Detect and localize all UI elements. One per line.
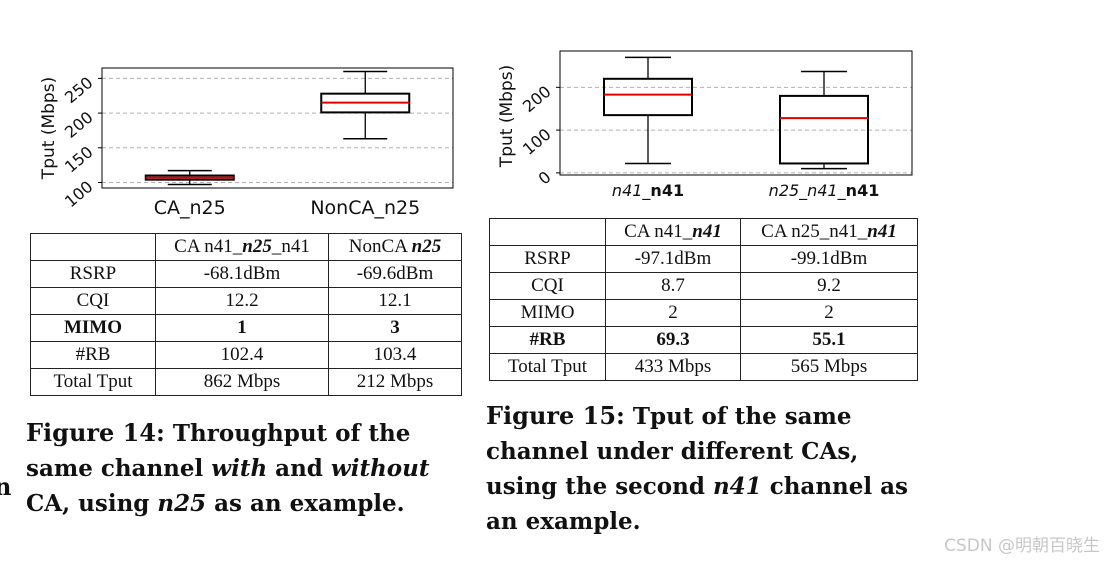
caption-label: Figure 15: [486,401,625,430]
table-cell: 12.1 [328,287,462,315]
table-row-label: Total Tput [30,368,156,396]
fig14-ylabel: Tput (Mbps) [39,77,59,180]
y-tick-label: 100 [61,177,97,211]
table-cell: -69.6dBm [328,260,462,288]
fig15-caption: Figure 15: Tput of the same channel unde… [486,401,908,535]
watermark: CSDN @明朝百晓生 [944,536,1100,556]
table-row-label: Total Tput [489,353,606,381]
fig15-yticks: 0 100 200 [519,82,560,188]
table-row: RSRP -97.1dBm -99.1dBm [489,245,918,273]
table-row: Total Tput 433 Mbps 565 Mbps [489,353,918,381]
fig15-chart: 0 100 200 n41_n41 n25_n41_n41 Tput (Mbps) [497,50,913,201]
table-cell: 9.2 [740,272,918,300]
table-row-label: RSRP [489,245,606,273]
table-cell: 8.7 [605,272,741,300]
fig15-grid [560,86,912,174]
fig14-xticks: CA_n25 NonCA_n25 [154,197,420,219]
table-column-header: CA n25_n41_n41 [740,218,918,246]
table-cell: 103.4 [328,341,462,369]
fig15-boxes [603,56,869,170]
table-row-label: MIMO [489,299,606,327]
x-tick-label: n41_n41 [612,181,684,201]
table-cell: -68.1dBm [155,260,329,288]
table-cell: 212 Mbps [328,368,462,396]
table-row-label: MIMO [30,314,156,342]
iqr-box [779,94,869,165]
caption-label: Figure 14: [26,418,165,447]
table-cell: -99.1dBm [740,245,918,273]
box-plot-1 [779,70,869,170]
fig14-grid [102,77,453,183]
x-tick-label: CA_n25 [154,197,226,219]
table-row: CQI 8.7 9.2 [489,272,918,300]
table-column-header: NonCA n25 [328,233,462,261]
table-cell: 2 [740,299,918,327]
table-row-label: #RB [30,341,156,369]
table-row: Total Tput 862 Mbps 212 Mbps [30,368,462,396]
box-plot-0 [144,169,235,186]
y-tick-label: 0 [535,167,555,188]
fig14-table: CA n41_n25_n41 NonCA n25 RSRP -68.1dBm -69… [30,233,462,396]
table-corner-cell [489,218,606,246]
table-cell: 55.1 [740,326,918,354]
fig14-plot-frame [101,67,454,189]
table-row: #RB 102.4 103.4 [30,341,462,369]
table-column-header: CA n41_n25_n41 [155,233,329,261]
table-row: CQI 12.2 12.1 [30,287,462,315]
box-plot-1 [320,70,411,140]
table-header-row: CA n41_n41 CA n25_n41_n41 [489,218,918,246]
table-header-row: CA n41_n25_n41 NonCA n25 [30,233,462,261]
table-cell: 433 Mbps [605,353,741,381]
fig15-plot-frame [559,50,913,176]
fig15-table-body: RSRP -97.1dBm -99.1dBm CQI 8.7 9.2 MIMO 2 2 #RB 69… [489,245,918,381]
table-row-label: CQI [489,272,606,300]
y-tick-label: 100 [519,125,555,159]
x-tick-label: NonCA_n25 [310,197,420,219]
table-cell: 69.3 [605,326,741,354]
y-tick-label: 150 [61,142,97,176]
fig14-table-body: RSRP -68.1dBm -69.6dBm CQI 12.2 12.1 MIMO 1 3 #RB… [30,260,462,396]
fig14-boxes [144,70,411,186]
fig15-ylabel: Tput (Mbps) [497,65,517,168]
table-cell: 3 [328,314,462,342]
cropped-text-fragment: n [0,472,12,501]
table-cell: 102.4 [155,341,329,369]
box-plot-0 [603,56,693,165]
table-cell: 2 [605,299,741,327]
table-row-label: RSRP [30,260,156,288]
fig14-caption: Figure 14: Throughput of the same channe… [26,418,430,517]
table-cell: 12.2 [155,287,329,315]
table-row-label: CQI [30,287,156,315]
y-tick-label: 200 [61,108,97,142]
x-tick-label: n25_n41_n41 [769,181,880,201]
table-cell: 565 Mbps [740,353,918,381]
table-row-label: #RB [489,326,606,354]
table-column-header: CA n41_n41 [605,218,741,246]
y-tick-label: 250 [61,73,97,107]
table-cell: 862 Mbps [155,368,329,396]
fig15-table: CA n41_n41 CA n25_n41_n41 RSRP -97.1dBm -9… [489,218,918,381]
table-corner-cell [30,233,156,261]
table-row: #RB 69.3 55.1 [489,326,918,354]
y-tick-label: 200 [519,82,555,116]
iqr-box [603,77,693,117]
table-cell: 1 [155,314,329,342]
table-row: RSRP -68.1dBm -69.6dBm [30,260,462,288]
fig15-xticks: n41_n41 n25_n41_n41 [612,181,879,201]
table-row: MIMO 1 3 [30,314,462,342]
table-cell: -97.1dBm [605,245,741,273]
table-row: MIMO 2 2 [489,299,918,327]
